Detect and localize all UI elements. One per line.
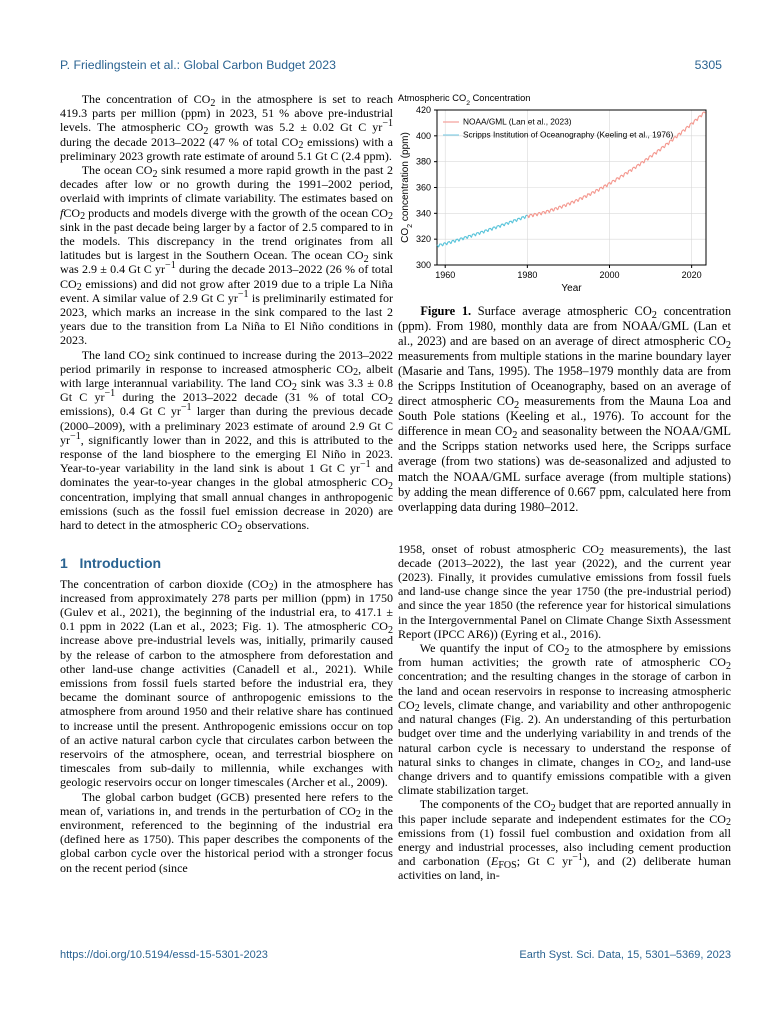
svg-text:2020: 2020 — [682, 270, 702, 280]
svg-text:1960: 1960 — [435, 270, 455, 280]
svg-text:CO2 concentration (ppm): CO2 concentration (ppm) — [400, 132, 414, 243]
svg-text:2000: 2000 — [599, 270, 619, 280]
svg-text:420: 420 — [416, 105, 431, 115]
svg-text:400: 400 — [416, 131, 431, 141]
svg-text:NOAA/GML (Lan et al., 2023): NOAA/GML (Lan et al., 2023) — [463, 117, 572, 127]
svg-text:360: 360 — [416, 183, 431, 193]
svg-text:1980: 1980 — [517, 270, 537, 280]
svg-text:380: 380 — [416, 157, 431, 167]
svg-text:340: 340 — [416, 208, 431, 218]
svg-text:Year: Year — [561, 283, 582, 294]
svg-text:320: 320 — [416, 234, 431, 244]
svg-text:Scripps Institution of Oceanog: Scripps Institution of Oceanography (Kee… — [463, 130, 674, 140]
svg-text:300: 300 — [416, 260, 431, 270]
